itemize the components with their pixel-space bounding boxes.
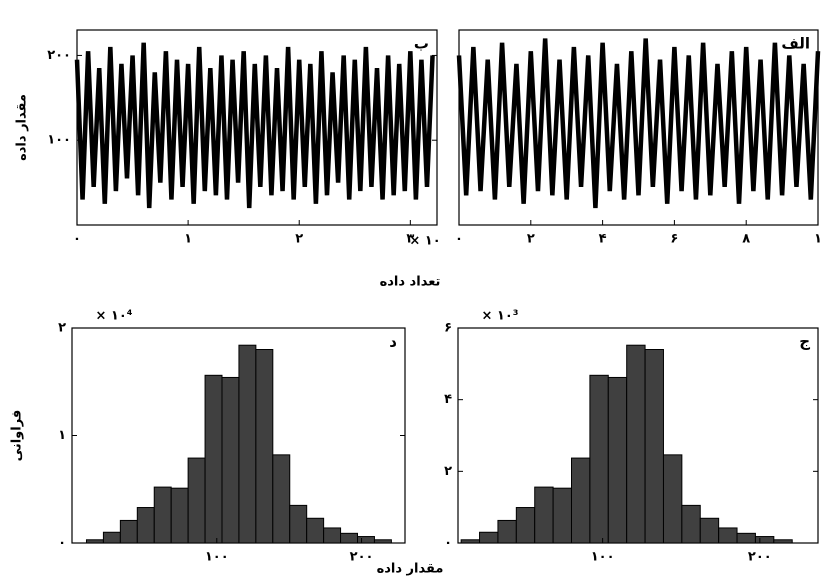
x-axis-label: تعداد داده xyxy=(380,275,441,290)
histogram-bar xyxy=(85,539,104,544)
panel-label: الف xyxy=(781,35,810,53)
y-tick-label: ۶ xyxy=(444,321,452,336)
histogram-bar xyxy=(306,517,325,544)
histogram-bar xyxy=(515,507,536,544)
histogram-bar xyxy=(340,532,359,544)
x-tick-label: ۱۰۰ xyxy=(591,550,615,565)
y-tick-label: ۰ xyxy=(58,536,66,551)
histogram-bar xyxy=(552,487,573,544)
y-axis-label: فراوانی xyxy=(10,410,25,462)
histogram-bar xyxy=(357,536,375,544)
y-tick-label: ۴ xyxy=(444,392,452,407)
histogram-bar xyxy=(170,487,189,544)
histogram-bar xyxy=(204,374,223,544)
x-tick-label: ۸ xyxy=(742,232,750,247)
y-tick-label: ۱ xyxy=(58,428,66,443)
histogram-bar xyxy=(534,486,554,544)
histogram-bar xyxy=(102,531,121,544)
x-tick-label: ۲۰۰ xyxy=(748,550,772,565)
y-multiplier: × ۱۰⁴ xyxy=(96,309,133,324)
histogram-bar xyxy=(187,457,206,544)
x-multiplier: × ۱۰ xyxy=(409,234,440,249)
histogram-bar xyxy=(644,349,664,544)
histogram-bar xyxy=(289,504,308,544)
histogram-bar xyxy=(681,504,701,544)
y-tick-label: ۲۰۰ xyxy=(47,48,71,63)
y-multiplier: × ۱۰³ xyxy=(482,309,519,324)
histogram-bar xyxy=(153,486,172,544)
x-tick-label: ۲ xyxy=(295,232,303,247)
y-axis-label: مقدار داده xyxy=(15,94,30,161)
panel-label: ج xyxy=(799,333,810,351)
histogram-bar xyxy=(272,454,291,544)
signal-line xyxy=(74,42,435,209)
histogram-bar xyxy=(221,376,240,544)
signal-line xyxy=(456,38,821,209)
x-tick-label: ۲۰۰ xyxy=(350,550,374,565)
x-tick-label: ۳ xyxy=(406,232,414,247)
histogram-bar xyxy=(754,536,775,544)
histogram-bar xyxy=(589,374,609,544)
histogram-bar xyxy=(662,454,683,544)
x-tick-label: ۰ xyxy=(455,232,463,247)
panel-label: د xyxy=(389,333,397,351)
histogram-bar xyxy=(255,349,274,544)
y-tick-label: ۰ xyxy=(444,536,452,551)
histogram-bar xyxy=(119,519,138,544)
x-tick-label: ۲ xyxy=(527,232,535,247)
histogram-bar xyxy=(736,532,756,544)
panel-label: ب xyxy=(414,35,429,53)
histogram-bar xyxy=(238,344,257,544)
histogram-bar xyxy=(626,344,646,544)
x-tick-label: ۰ xyxy=(73,232,81,247)
histogram-bar xyxy=(373,539,392,544)
histogram-bar xyxy=(460,539,481,544)
x-tick-label: ۱۰۰ xyxy=(205,550,229,565)
x-tick-label: ۱ xyxy=(814,232,822,247)
y-tick-label: ۱۰۰ xyxy=(47,133,71,148)
plot-frame xyxy=(76,29,438,226)
histogram-bar xyxy=(718,527,738,544)
x-tick-label: ۴ xyxy=(599,232,607,247)
x-axis-label: مقدار داده xyxy=(377,562,444,577)
plot-frame xyxy=(458,29,819,226)
histogram-bar xyxy=(479,531,499,544)
histogram-bar xyxy=(571,457,591,544)
y-tick-label: ۲ xyxy=(444,464,452,479)
x-tick-label: ۱ xyxy=(184,232,192,247)
x-tick-label: ۶ xyxy=(670,232,678,247)
histogram-bar xyxy=(607,376,628,544)
histogram-bar xyxy=(136,507,155,544)
histogram-bar xyxy=(497,519,517,544)
y-tick-label: ۲ xyxy=(58,321,66,336)
histogram-bar xyxy=(773,539,793,544)
histogram-bar xyxy=(323,527,342,544)
histogram-bar xyxy=(699,517,720,544)
